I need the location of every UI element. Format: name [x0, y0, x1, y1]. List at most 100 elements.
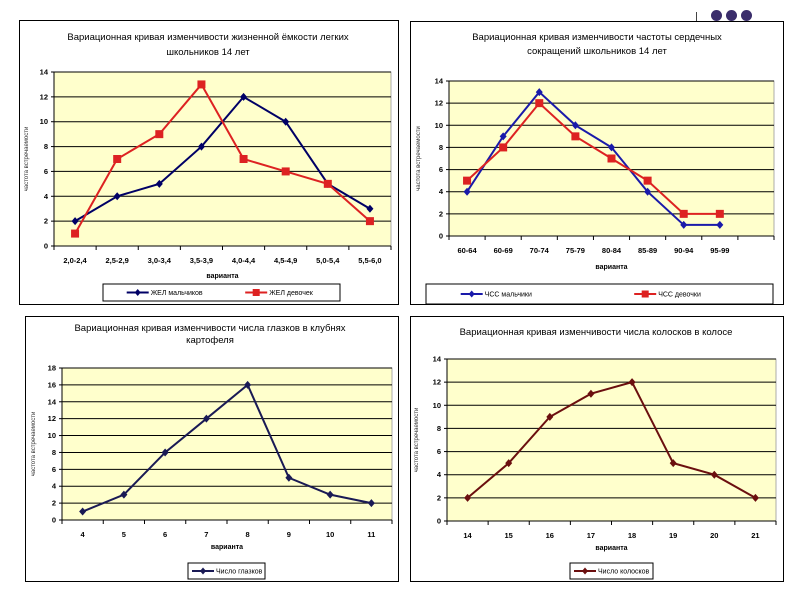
y-tick-label: 8 — [44, 142, 48, 151]
y-tick-label: 14 — [433, 355, 442, 364]
data-point — [197, 80, 206, 89]
y-tick-label: 8 — [52, 448, 56, 457]
x-tick-label: 4,5-4,9 — [274, 256, 297, 265]
x-tick-label: 95-99 — [710, 246, 729, 255]
x-tick-label: 10 — [326, 530, 334, 539]
chart-potato-eyes: Вариационная кривая изменчивости числа г… — [31, 323, 393, 580]
data-point — [79, 507, 87, 516]
y-tick-label: 4 — [437, 470, 442, 479]
legend-marker — [134, 289, 141, 296]
y-tick-label: 12 — [48, 414, 56, 423]
data-point — [679, 209, 688, 218]
chart-title-line: сокращений школьников 14 лет — [527, 46, 667, 57]
data-point — [464, 493, 472, 502]
plot-area — [446, 358, 777, 522]
data-point — [535, 99, 544, 108]
y-tick-label: 10 — [40, 117, 48, 126]
data-point — [161, 448, 169, 457]
y-tick-label: 6 — [52, 465, 56, 474]
x-tick-label: 3,5-3,9 — [190, 256, 213, 265]
x-tick-label: 85-89 — [638, 246, 657, 255]
y-tick-label: 4 — [44, 192, 49, 201]
y-tick-label: 14 — [48, 397, 57, 406]
x-tick-label: 21 — [751, 531, 759, 540]
series-line — [466, 90, 720, 226]
y-tick-label: 6 — [439, 165, 443, 174]
y-tick-label: 16 — [48, 380, 56, 389]
legend-label: ЧСС мальчики — [485, 292, 532, 299]
x-tick-label: 15 — [505, 531, 513, 540]
x-tick-label: 5 — [122, 530, 126, 539]
series-line — [466, 101, 720, 215]
y-tick-label: 12 — [433, 378, 441, 387]
data-point — [463, 187, 471, 196]
y-tick-label: 8 — [437, 424, 441, 433]
data-point — [120, 490, 128, 499]
x-axis-label: варианта — [211, 544, 243, 551]
chart-title-line: Вариационная кривая изменчивости жизненн… — [67, 32, 349, 43]
y-tick-label: 0 — [44, 242, 48, 251]
data-point — [680, 220, 688, 229]
decor-dot — [711, 10, 722, 21]
legend-marker — [252, 289, 260, 296]
data-point — [716, 220, 724, 229]
legend-marker — [582, 567, 588, 575]
x-tick-label: 17 — [587, 531, 595, 540]
series-line — [466, 380, 756, 499]
x-tick-label: 11 — [367, 530, 375, 539]
chart-title-line: Вариационная кривая изменчивости числа к… — [460, 327, 733, 338]
decor-dot — [741, 10, 752, 21]
chart-title-line: Вариационная кривая изменчивости частоты… — [472, 32, 722, 43]
y-tick-label: 6 — [437, 447, 441, 456]
data-point — [571, 121, 579, 130]
x-tick-label: 4,0-4,4 — [232, 256, 256, 265]
chart-title-line: школьников 14 лет — [166, 47, 250, 58]
series-line — [74, 82, 371, 235]
x-tick-label: 7 — [204, 530, 208, 539]
data-point — [505, 459, 513, 468]
data-point — [281, 167, 290, 176]
data-point — [499, 132, 507, 141]
x-tick-label: 4 — [81, 530, 86, 539]
y-tick-label: 10 — [48, 431, 56, 440]
data-point — [365, 217, 374, 226]
y-tick-label: 0 — [52, 516, 56, 525]
data-point — [113, 155, 122, 163]
y-tick-label: 2 — [44, 217, 48, 226]
data-point — [367, 499, 375, 508]
y-tick-label: 6 — [44, 167, 48, 176]
data-point — [197, 142, 205, 151]
data-point — [643, 176, 652, 185]
data-point — [239, 155, 248, 163]
chart-vital-capacity: Вариационная кривая изменчивости жизненн… — [24, 32, 392, 302]
x-tick-label: 3,0-3,4 — [148, 256, 172, 265]
x-tick-label: 90-94 — [674, 246, 694, 255]
legend-label: Число глазков — [216, 569, 263, 576]
plot-area — [53, 71, 392, 247]
data-point — [323, 179, 332, 188]
y-tick-label: 4 — [52, 482, 57, 491]
data-point — [669, 459, 677, 468]
data-point — [202, 414, 210, 423]
data-point — [71, 217, 79, 226]
y-tick-label: 8 — [439, 143, 443, 152]
data-point — [240, 92, 248, 101]
x-tick-label: 8 — [246, 530, 250, 539]
x-axis-label: варианта — [595, 264, 627, 271]
y-tick-label: 12 — [40, 92, 48, 101]
y-tick-label: 14 — [40, 68, 49, 77]
y-tick-label: 4 — [439, 187, 444, 196]
y-tick-label: 10 — [435, 121, 443, 130]
data-point — [587, 389, 595, 398]
y-tick-label: 0 — [437, 517, 441, 526]
chart-title-line: Вариационная кривая изменчивости числа г… — [74, 323, 345, 334]
x-tick-label: 5,5-6,0 — [358, 256, 381, 265]
data-point — [546, 412, 554, 421]
legend-box — [102, 283, 341, 302]
x-tick-label: 18 — [628, 531, 636, 540]
x-tick-label: 80-84 — [602, 246, 622, 255]
data-point — [644, 187, 652, 196]
x-tick-label: 60-64 — [457, 246, 477, 255]
data-point — [366, 204, 374, 213]
